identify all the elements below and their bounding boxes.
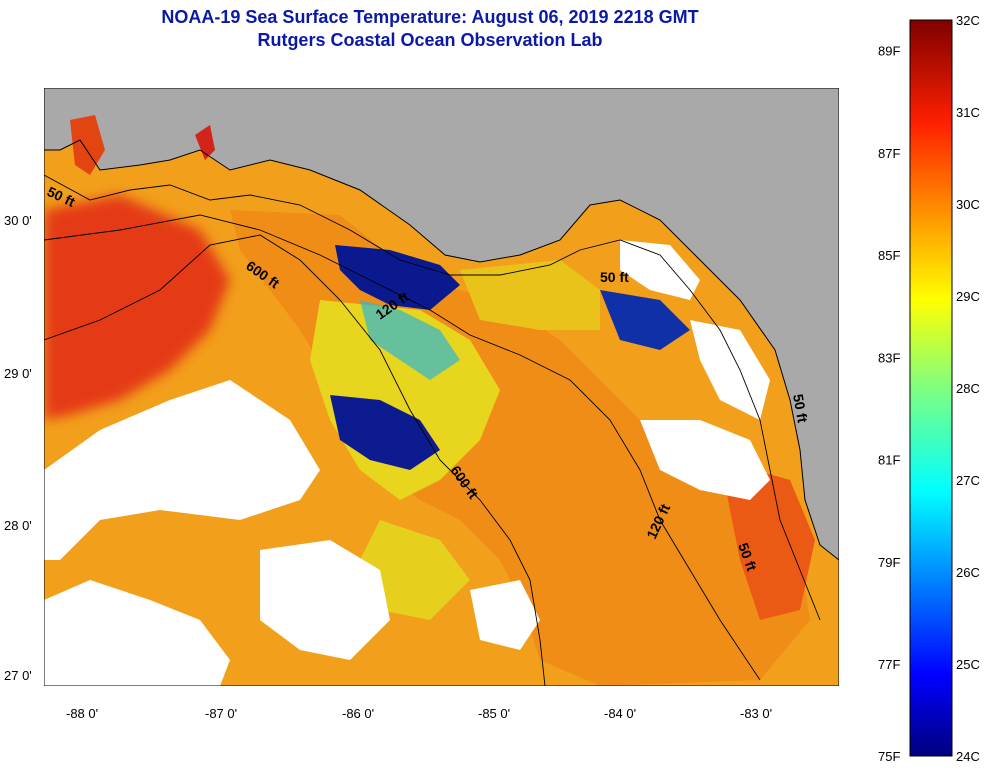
colorbar-c-label: 26C <box>956 565 980 580</box>
colorbar-f-label: 81F <box>878 453 900 468</box>
colorbar-fahrenheit-labels: 89F 87F 85F 83F 81F 79F 77F 75F <box>878 44 900 764</box>
cyan-fringe <box>360 300 460 380</box>
coastline <box>44 139 839 561</box>
colorbar-c-label: 30C <box>956 197 980 212</box>
colorbar-f-label: 75F <box>878 749 900 764</box>
colorbar-c-label: 31C <box>956 105 980 120</box>
colorbar-f-label: 89F <box>878 44 900 59</box>
lat-tick-27: 27 0' <box>4 668 32 683</box>
contour-600ft <box>44 234 546 686</box>
cold-region-panhandle <box>335 245 460 310</box>
colorbar-c-label: 29C <box>956 289 980 304</box>
latitude-axis: 30 0' 29 0' 28 0' 27 0' <box>4 213 32 683</box>
lon-tick-84: -84 0' <box>604 706 636 721</box>
yellow-region-south <box>360 520 470 620</box>
lat-tick-29: 29 0' <box>4 366 32 381</box>
longitude-axis: -88 0' -87 0' -86 0' -85 0' -84 0' -83 0… <box>66 706 772 721</box>
warm-region-bay <box>195 125 215 160</box>
contour-label-50ft-east: 50 ft <box>790 393 811 424</box>
lon-tick-85: -85 0' <box>478 706 510 721</box>
colorbar-c-label: 28C <box>956 381 980 396</box>
cloud-region-south-center <box>470 580 540 650</box>
colorbar-f-label: 83F <box>878 350 900 365</box>
lat-tick-30: 30 0' <box>4 213 32 228</box>
warm-region-north <box>70 115 105 175</box>
lon-tick-86: -86 0' <box>342 706 374 721</box>
contour-120ft <box>44 214 761 681</box>
colorbar: 89F 87F 85F 83F 81F 79F 77F 75F 32C 31C 30C 29C 28C… <box>878 13 980 764</box>
cloud-region-bigbend <box>620 240 700 300</box>
title-block: NOAA-19 Sea Surface Temperature: August … <box>0 6 860 52</box>
colorbar-f-label: 85F <box>878 248 900 263</box>
cloud-region-west <box>44 380 320 560</box>
orange-region-coast <box>720 460 815 620</box>
colorbar-c-label: 32C <box>956 13 980 28</box>
yellow-region-ne <box>460 260 600 330</box>
cold-region-offshore <box>330 395 440 470</box>
cloud-region-center-south <box>260 540 390 660</box>
contour-label-50ft-bigbend: 50 ft <box>600 269 629 285</box>
lat-tick-28: 28 0' <box>4 518 32 533</box>
cold-region-bigbend <box>600 290 690 350</box>
colorbar-gradient <box>909 19 953 757</box>
colorbar-f-label: 77F <box>878 657 900 672</box>
colorbar-f-label: 87F <box>878 146 900 161</box>
colorbar-celsius-labels: 32C 31C 30C 29C 28C 27C 26C 25C 24C <box>956 13 980 764</box>
cloud-region-east <box>640 420 770 500</box>
colorbar-c-label: 24C <box>956 749 980 764</box>
colorbar-c-label: 25C <box>956 657 980 672</box>
land-mass <box>44 88 839 560</box>
contour-50ft-west <box>44 174 821 621</box>
warm-region-west <box>44 195 230 420</box>
cloud-region-sw <box>44 580 230 686</box>
map-panel <box>44 88 839 686</box>
colorbar-f-label: 79F <box>878 555 900 570</box>
map-title: NOAA-19 Sea Surface Temperature: August … <box>161 7 699 27</box>
lon-tick-83: -83 0' <box>740 706 772 721</box>
map-subtitle: Rutgers Coastal Ocean Observation Lab <box>257 30 603 50</box>
lon-tick-88: -88 0' <box>66 706 98 721</box>
lon-tick-87: -87 0' <box>205 706 237 721</box>
colorbar-c-label: 27C <box>956 473 980 488</box>
